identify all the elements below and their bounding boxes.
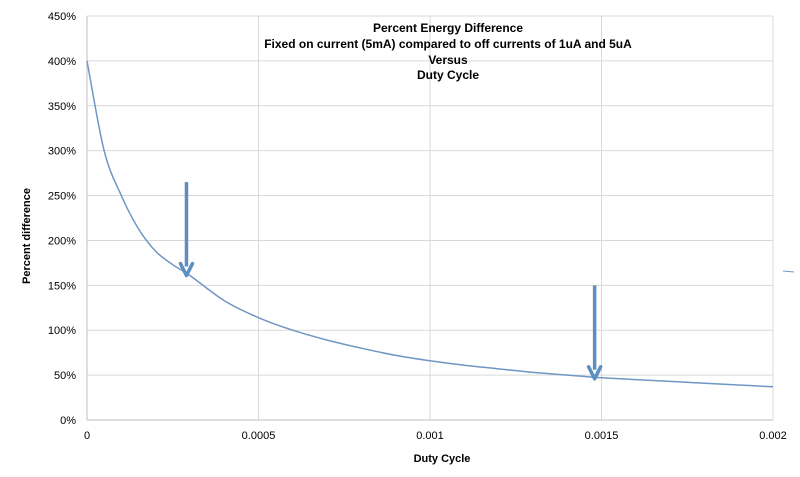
series-line (86, 60, 774, 388)
x-tick-label: 0.002 (759, 430, 787, 442)
y-tick-label: 100% (48, 325, 76, 337)
y-tick-label: 250% (48, 191, 76, 203)
tick-labels: 0% 50% 100% 150% 200% 250% 300% 350% 400% 450% 0 0.… (48, 11, 787, 442)
series-layer (86, 60, 774, 388)
title-line-1: Percent Energy Difference (373, 21, 523, 35)
y-tick-label: 300% (48, 146, 76, 158)
edge-mark (782, 270, 795, 273)
x-tick-label: 0.001 (416, 430, 444, 442)
y-tick-label: 50% (54, 370, 76, 382)
axes (86, 16, 773, 421)
annotations-layer (178, 182, 603, 381)
y-tick-label: 200% (48, 235, 76, 247)
y-tick-label: 0% (60, 415, 76, 427)
x-axis-title: Duty Cycle (414, 453, 471, 465)
y-tick-label: 150% (48, 280, 76, 292)
x-tick-label: 0.0005 (242, 430, 276, 442)
x-tick-label: 0 (84, 430, 90, 442)
title-line-2: Fixed on current (5mA) compared to off c… (264, 37, 632, 51)
y-tick-label: 400% (48, 56, 76, 68)
y-tick-label: 350% (48, 101, 76, 113)
annotation-arrow-head (178, 261, 195, 278)
y-axis-title: Percent difference (21, 188, 33, 284)
y-tick-label: 450% (48, 11, 76, 23)
title-line-4: Duty Cycle (417, 68, 479, 82)
chart-title: Percent Energy Difference Fixed on curre… (264, 21, 632, 82)
x-tick-label: 0.0015 (585, 430, 619, 442)
title-line-3: Versus (428, 53, 468, 67)
grid (87, 15, 774, 420)
annotation-arrow-head (586, 365, 603, 381)
